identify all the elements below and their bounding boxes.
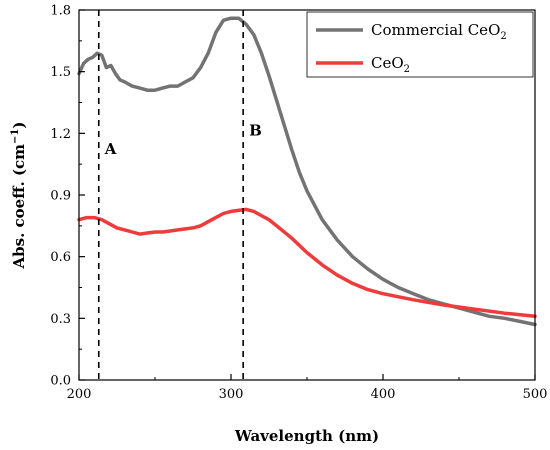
axis-ticks: 200 300 400 500 0.0 0.3 0.6 0.9 1.2 1.5 1.8 xyxy=(50,4,547,403)
legend-label-commercial-ceo2: Commercial CeO2 xyxy=(371,21,507,42)
legend-label-ceo2-subscript: 2 xyxy=(404,64,410,75)
marker-label-b: B xyxy=(249,121,262,139)
y-tick-label: 0.6 xyxy=(50,250,71,265)
legend-label-ceo2-main: CeO xyxy=(371,54,404,72)
legend-label-commercial-ceo2-main: Commercial CeO xyxy=(371,21,500,39)
y-axis-title: Abs. coeff. (cm−1) xyxy=(10,121,28,269)
x-tick-label: 500 xyxy=(523,387,548,402)
y-tick-label: 1.8 xyxy=(50,4,71,19)
plot-area: AB xyxy=(77,10,537,380)
y-tick-label: 1.5 xyxy=(50,65,71,80)
x-axis-title: Wavelength (nm) xyxy=(234,427,379,445)
x-tick-label: 300 xyxy=(219,387,244,402)
y-tick-label: 0.9 xyxy=(50,189,71,204)
y-axis-title-close: ) xyxy=(10,121,28,128)
y-tick-label: 0.0 xyxy=(50,374,71,389)
legend-label-commercial-ceo2-subscript: 2 xyxy=(500,31,506,42)
series-line-commercial-ceo2 xyxy=(77,16,537,327)
y-axis-title-superscript: −1 xyxy=(10,129,21,144)
marker-label-a: A xyxy=(104,140,117,158)
y-axis-title-main: Abs. coeff. (cm xyxy=(10,144,28,270)
y-tick-label: 0.3 xyxy=(50,312,71,327)
x-tick-label: 200 xyxy=(67,387,92,402)
legend-box xyxy=(306,11,534,78)
legend-label-ceo2: CeO2 xyxy=(371,54,410,75)
legend: Commercial CeO2 CeO2 xyxy=(306,11,534,78)
y-tick-label: 1.2 xyxy=(50,127,71,142)
x-tick-label: 400 xyxy=(371,387,396,402)
series-line-ceo2 xyxy=(77,207,537,319)
